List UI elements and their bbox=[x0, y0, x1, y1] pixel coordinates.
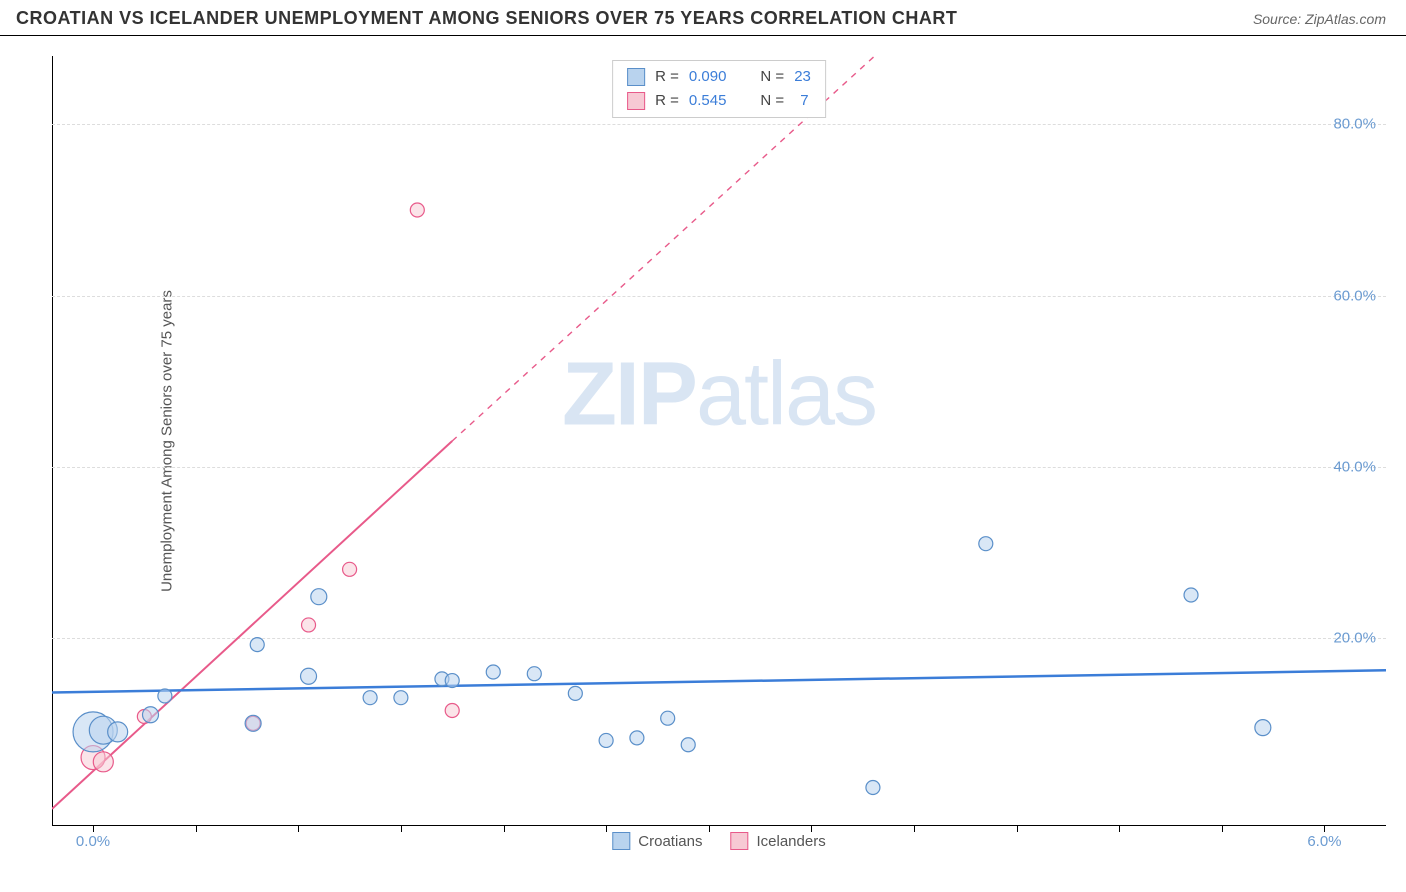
data-point bbox=[343, 562, 357, 576]
data-point bbox=[1184, 588, 1198, 602]
x-axis-legend: Croatians Icelanders bbox=[612, 832, 825, 850]
x-tick bbox=[504, 826, 505, 832]
swatch-icelanders-icon bbox=[627, 92, 645, 110]
legend-swatch-icelanders-icon bbox=[730, 832, 748, 850]
legend-item-icelanders: Icelanders bbox=[730, 832, 825, 850]
r-value-croatians: 0.090 bbox=[689, 65, 727, 89]
chart-header: CROATIAN VS ICELANDER UNEMPLOYMENT AMONG… bbox=[0, 0, 1406, 36]
legend-label-icelanders: Icelanders bbox=[756, 833, 825, 850]
source-name: ZipAtlas.com bbox=[1305, 11, 1386, 27]
data-point bbox=[527, 667, 541, 681]
x-tick bbox=[93, 826, 94, 832]
n-value-icelanders: 7 bbox=[794, 89, 808, 113]
data-point bbox=[866, 781, 880, 795]
x-tick bbox=[914, 826, 915, 832]
x-tick bbox=[1222, 826, 1223, 832]
n-label: N = bbox=[760, 65, 784, 89]
correlation-stats-box: R = 0.090 N = 23 R = 0.545 N = 7 bbox=[612, 60, 826, 118]
data-point bbox=[568, 686, 582, 700]
x-tick-label: 6.0% bbox=[1307, 833, 1341, 850]
legend-label-croatians: Croatians bbox=[638, 833, 702, 850]
legend-swatch-croatians-icon bbox=[612, 832, 630, 850]
data-point bbox=[445, 674, 459, 688]
data-point bbox=[363, 691, 377, 705]
data-point bbox=[394, 691, 408, 705]
data-point bbox=[250, 638, 264, 652]
x-tick bbox=[1119, 826, 1120, 832]
data-point bbox=[108, 722, 128, 742]
data-point bbox=[410, 203, 424, 217]
stats-row-croatians: R = 0.090 N = 23 bbox=[627, 65, 811, 89]
data-point bbox=[979, 537, 993, 551]
x-tick bbox=[811, 826, 812, 832]
legend-item-croatians: Croatians bbox=[612, 832, 702, 850]
x-tick bbox=[709, 826, 710, 832]
data-point bbox=[158, 689, 172, 703]
source-attribution: Source: ZipAtlas.com bbox=[1253, 11, 1386, 27]
data-point bbox=[681, 738, 695, 752]
x-tick bbox=[298, 826, 299, 832]
chart-title: CROATIAN VS ICELANDER UNEMPLOYMENT AMONG… bbox=[16, 8, 957, 29]
r-value-icelanders: 0.545 bbox=[689, 89, 727, 113]
r-label: R = bbox=[655, 65, 679, 89]
chart-plot-area: Unemployment Among Seniors over 75 years… bbox=[52, 56, 1386, 826]
n-value-croatians: 23 bbox=[794, 65, 811, 89]
x-tick-label: 0.0% bbox=[76, 833, 110, 850]
x-tick bbox=[1324, 826, 1325, 832]
data-point bbox=[1255, 720, 1271, 736]
n-label: N = bbox=[760, 89, 784, 113]
r-label: R = bbox=[655, 89, 679, 113]
data-point bbox=[661, 711, 675, 725]
data-point bbox=[486, 665, 500, 679]
source-label: Source: bbox=[1253, 11, 1301, 27]
swatch-croatians-icon bbox=[627, 68, 645, 86]
stats-row-icelanders: R = 0.545 N = 7 bbox=[627, 89, 811, 113]
data-point bbox=[445, 704, 459, 718]
x-tick bbox=[1017, 826, 1018, 832]
x-tick bbox=[401, 826, 402, 832]
data-point bbox=[301, 668, 317, 684]
data-point bbox=[245, 715, 261, 731]
plot-svg bbox=[52, 56, 1386, 826]
data-point bbox=[143, 707, 159, 723]
x-tick bbox=[606, 826, 607, 832]
data-point bbox=[311, 589, 327, 605]
x-tick bbox=[196, 826, 197, 832]
data-point bbox=[630, 731, 644, 745]
data-point bbox=[599, 733, 613, 747]
data-point bbox=[302, 618, 316, 632]
data-point bbox=[93, 752, 113, 772]
